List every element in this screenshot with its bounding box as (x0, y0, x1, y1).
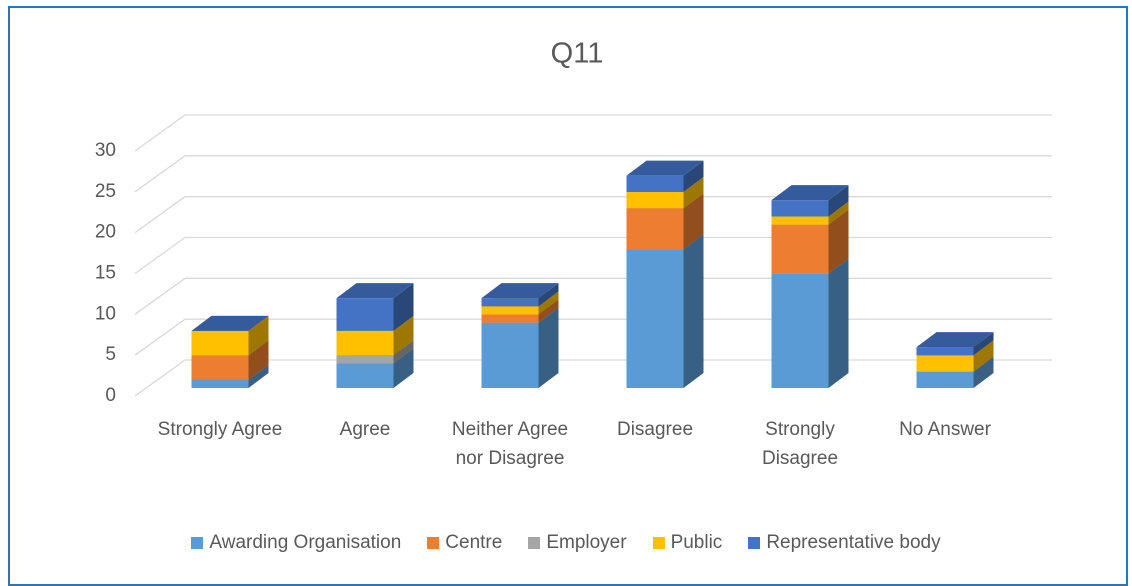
bar-side (683, 193, 704, 250)
bar-front (481, 298, 539, 307)
bar-side (828, 209, 849, 274)
bar-side (683, 234, 704, 388)
grid-line (134, 359, 1052, 397)
bar-front (916, 347, 974, 356)
chart-title: Q11 (551, 38, 604, 70)
bar-side (248, 340, 269, 380)
bar-segment (626, 234, 704, 388)
bar-side (538, 283, 559, 307)
y-tick-label: 5 (105, 344, 116, 365)
y-tick-label: 25 (95, 181, 116, 202)
bar-front (916, 355, 974, 372)
legend-item: Centre (427, 532, 502, 554)
grid-line (134, 114, 1052, 152)
bar-front (191, 330, 249, 356)
legend-swatch (191, 537, 204, 549)
y-tick-label: 30 (95, 140, 116, 161)
bar-side (248, 315, 269, 356)
bar-side (538, 291, 559, 315)
bar-segment (626, 160, 704, 192)
bar-top (481, 283, 559, 299)
bar-front (771, 216, 829, 225)
bar-top (336, 283, 414, 299)
bar-side (393, 348, 414, 388)
legend-item: Employer (528, 532, 627, 554)
grid-line (134, 196, 1052, 234)
bar-side (973, 356, 994, 388)
bar-side (683, 160, 704, 192)
x-tick-label: Agree (339, 419, 391, 440)
bar-side (828, 201, 849, 225)
grid-line (134, 236, 1052, 275)
y-tick-label: 20 (95, 222, 116, 243)
bar-side (393, 340, 414, 364)
legend-label: Public (670, 532, 723, 553)
legend-swatch (528, 537, 541, 549)
bar-top (771, 185, 849, 201)
y-tick-label: 15 (95, 263, 116, 284)
legend-label: Centre (445, 532, 503, 553)
grid-line (134, 277, 1052, 315)
grid-line (134, 155, 1052, 193)
bar-side (973, 332, 994, 356)
bar-segment (336, 283, 414, 331)
bar-top (191, 315, 269, 331)
bar-front (191, 355, 249, 380)
bar-segment (771, 258, 849, 388)
bar-side (828, 258, 849, 388)
y-tick-label: 10 (95, 303, 116, 324)
bar-front (481, 322, 539, 388)
bar-side (828, 185, 849, 217)
bar-front (336, 298, 394, 331)
bar-side (973, 340, 994, 372)
bar-side (683, 177, 704, 209)
bar-front (626, 175, 684, 192)
bar-top (916, 332, 994, 348)
x-tick-label: Strongly Disagree (761, 419, 839, 469)
legend-swatch (427, 537, 440, 549)
bar-front (771, 224, 829, 274)
bar-front (336, 355, 394, 364)
bar-top (626, 160, 704, 176)
legend-label: Employer (546, 532, 627, 553)
bar-segment (481, 283, 559, 307)
bar-front (771, 273, 829, 388)
y-tick-label: 0 (105, 385, 116, 406)
bar-front (191, 379, 249, 388)
legend-swatch (652, 537, 665, 549)
legend-swatch (748, 537, 761, 549)
bar-side (538, 299, 559, 323)
x-tick-label: Disagree (616, 419, 694, 440)
legend-label: Representative body (766, 532, 941, 553)
legend-item: Awarding Organisation (191, 532, 401, 554)
bar-segment (771, 185, 849, 217)
legend-item: Representative body (748, 532, 941, 554)
bar-front (626, 208, 684, 250)
bar-side (393, 315, 414, 356)
legend-item: Public (652, 532, 723, 554)
bar-segment (191, 315, 269, 331)
bar-front (771, 200, 829, 217)
bar-front (626, 249, 684, 388)
bar-side (538, 307, 559, 388)
legend-label: Awarding Organisation (209, 532, 402, 553)
bar-front (336, 363, 394, 388)
bar-front (916, 371, 974, 388)
bar-side (393, 283, 414, 331)
x-tick-label: Neither Agree nor Disagree (451, 419, 569, 469)
x-tick-label: Strongly Agree (157, 419, 283, 440)
bar-side (248, 364, 269, 388)
grid-line (134, 318, 1052, 356)
legend: Awarding Organisation Centre Employer Publi… (0, 532, 1132, 554)
bar-front (481, 306, 539, 315)
bar-segment (916, 332, 994, 356)
bar-front (481, 314, 539, 323)
bar-front (336, 330, 394, 356)
x-tick-label: No Answer (899, 419, 991, 440)
bar-front (626, 192, 684, 209)
